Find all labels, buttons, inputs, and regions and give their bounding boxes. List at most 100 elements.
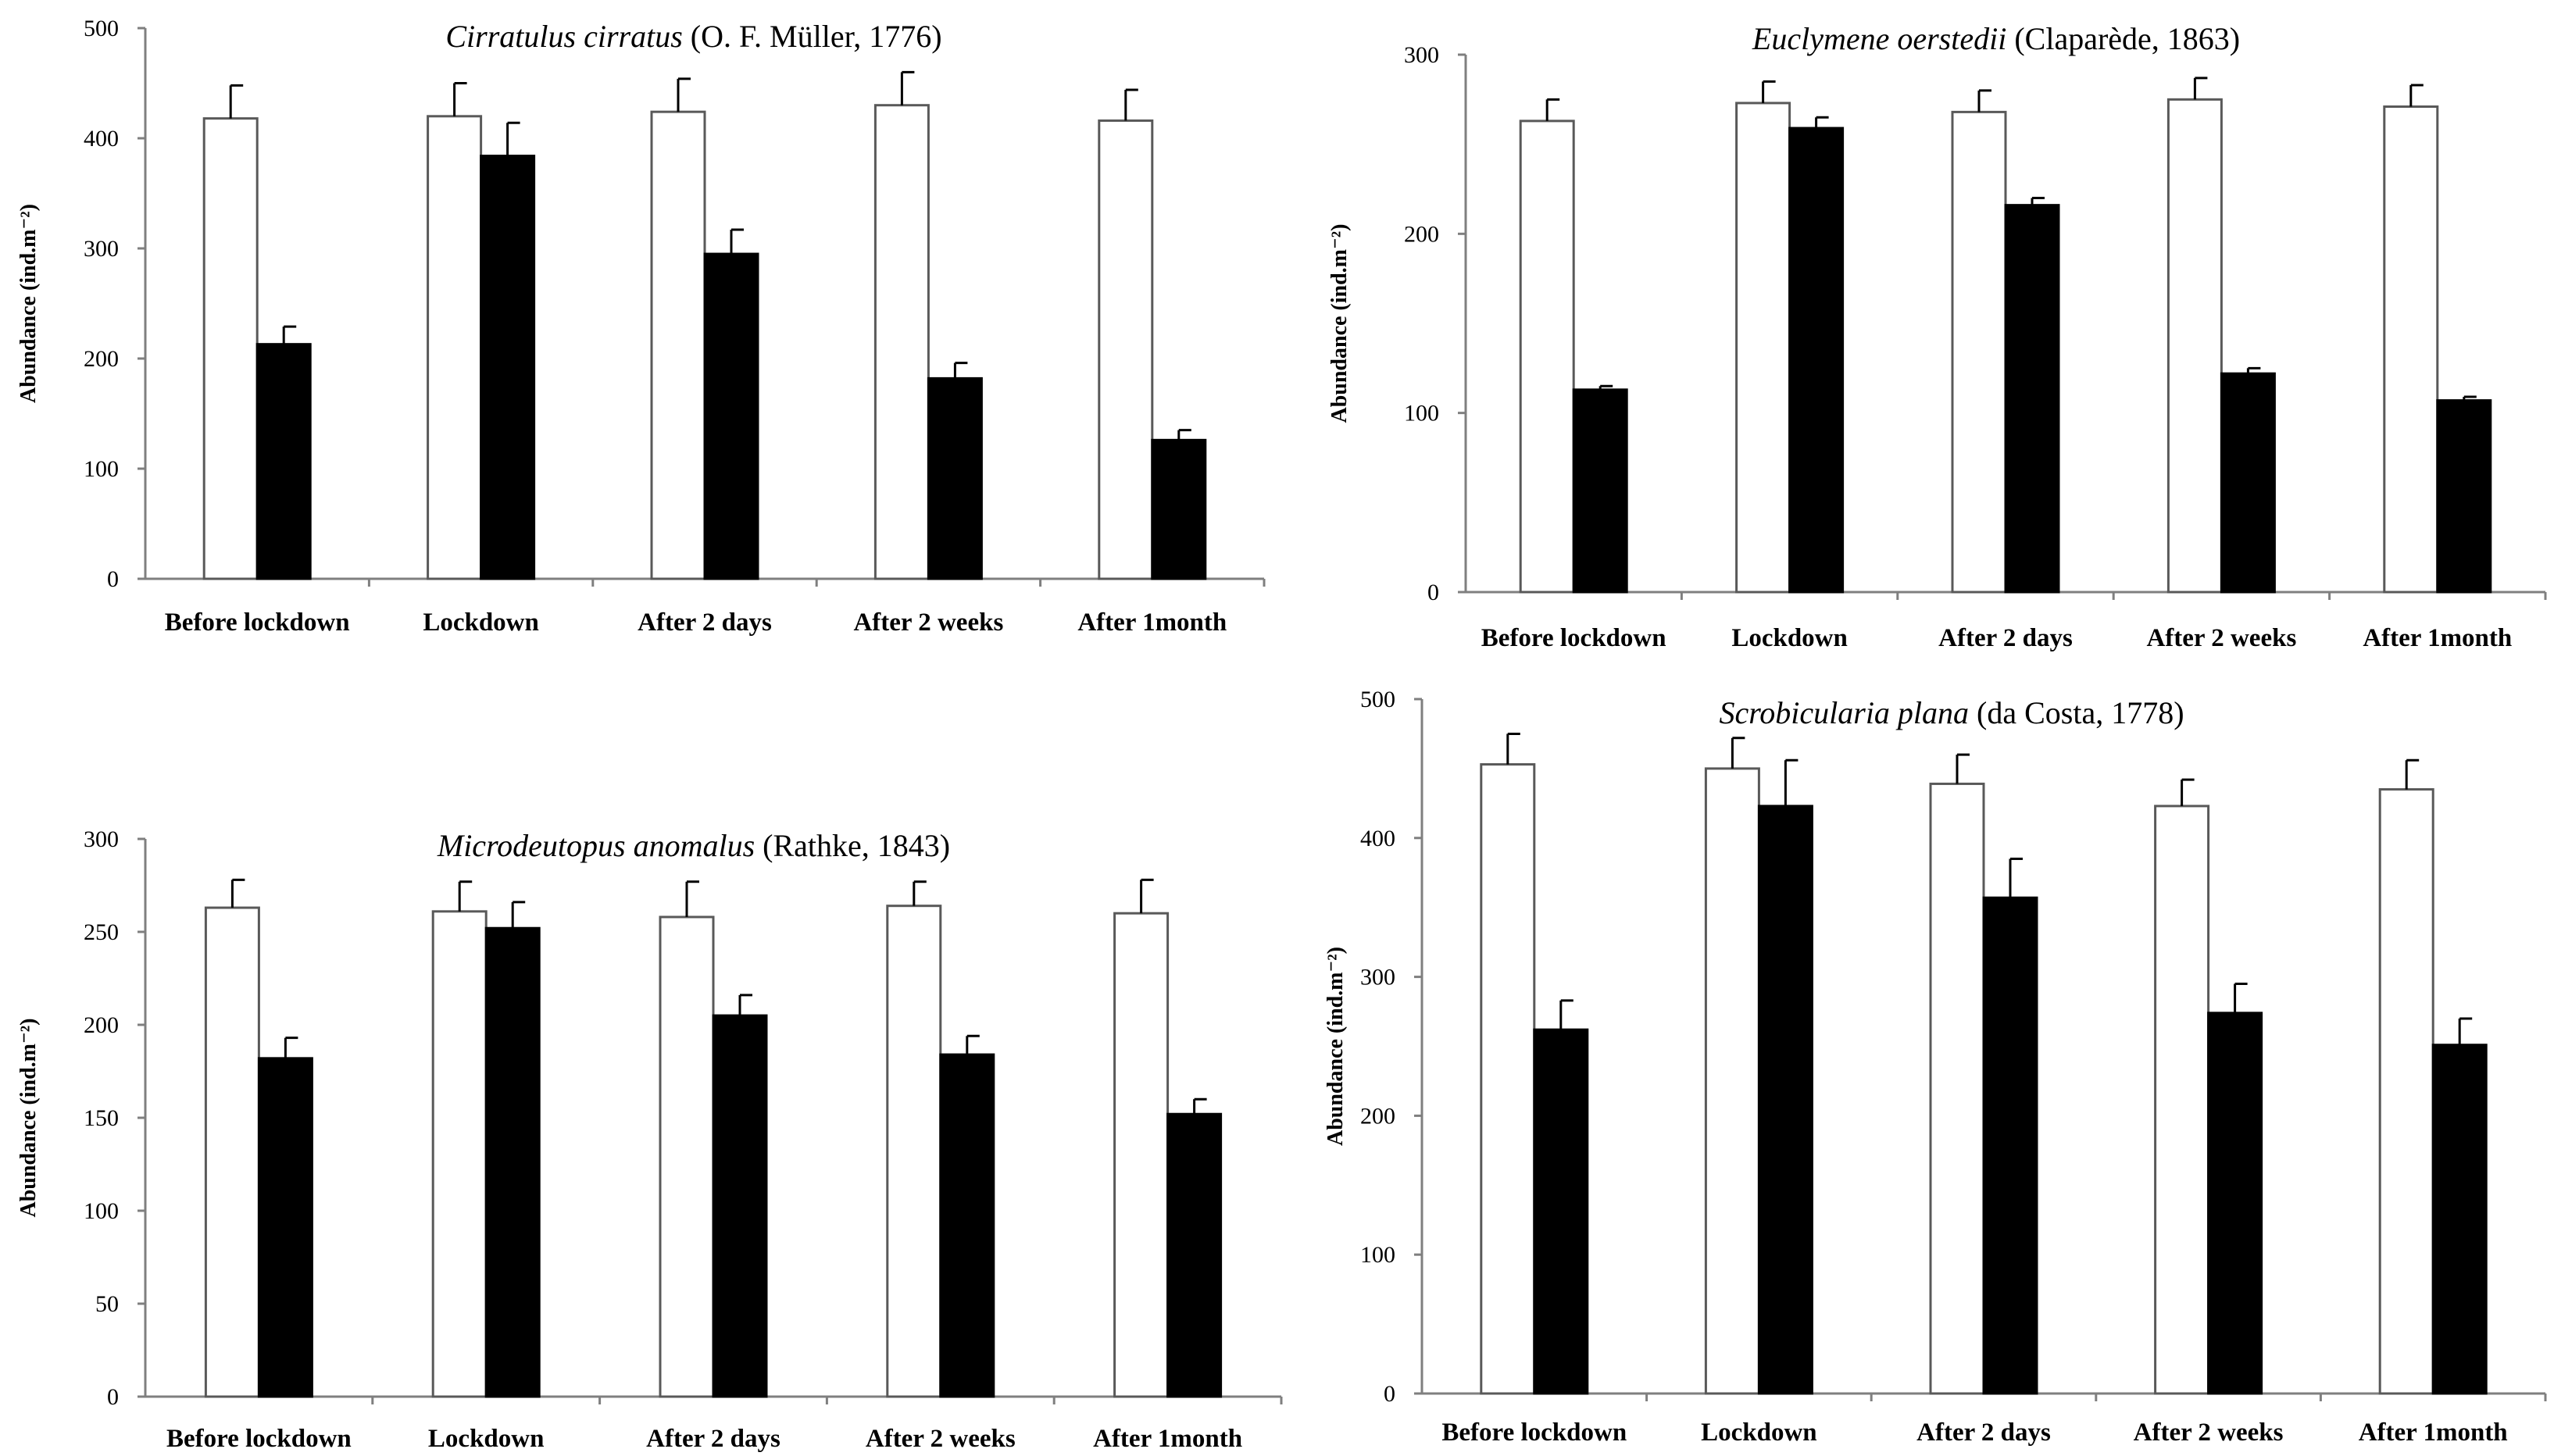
chart-title-authority: (O. F. Müller, 1776)	[683, 19, 942, 54]
black-bar	[1982, 896, 2038, 1395]
black-bar	[480, 155, 536, 580]
x-tick-label: After 1month	[1077, 608, 1227, 637]
black-bar	[1572, 388, 1628, 594]
black-bar	[2207, 1012, 2263, 1395]
black-bar	[1151, 438, 1207, 580]
x-tick-label: After 2 weeks	[866, 1425, 1016, 1453]
chart-title-authority: (Rathke, 1843)	[755, 828, 950, 863]
chart-title: Cirratulus cirratus (O. F. Müller, 1776)	[445, 19, 941, 54]
black-bar	[257, 1057, 313, 1398]
black-bar	[1166, 1112, 1223, 1398]
y-tick-label: 400	[84, 126, 119, 152]
black-bar	[2436, 399, 2492, 594]
black-bar	[712, 1014, 768, 1398]
white-bar	[427, 115, 483, 580]
x-tick-label: After 2 weeks	[2134, 1419, 2284, 1447]
x-tick-label: After 2 weeks	[853, 608, 1003, 637]
white-bar	[886, 905, 942, 1398]
y-axis-label: Abundance (ind.m⁻²)	[1323, 947, 1348, 1146]
white-bar	[204, 906, 260, 1398]
white-bar	[1098, 119, 1154, 580]
y-tick-label: 0	[107, 566, 119, 592]
white-bar	[1951, 110, 2007, 594]
x-tick-label: Before lockdown	[1481, 624, 1666, 652]
y-tick-label: 300	[1404, 42, 1439, 68]
black-bar	[1757, 805, 1813, 1395]
white-bar	[873, 104, 930, 580]
x-tick-label: Lockdown	[428, 1425, 545, 1453]
chart-panel-3: Microdeutopus anomalus (Rathke, 1843) Abu…	[16, 826, 1283, 1453]
x-tick-label: After 2 days	[646, 1425, 780, 1453]
x-tick-label: Lockdown	[1701, 1419, 1817, 1447]
white-bar	[2166, 98, 2223, 594]
black-bar	[703, 252, 759, 580]
white-bar	[431, 910, 488, 1398]
y-tick-label: 100	[1360, 1242, 1395, 1268]
y-tick-label: 500	[1360, 687, 1395, 712]
chart-title: Microdeutopus anomalus (Rathke, 1843)	[437, 828, 950, 863]
chart-panel-2: Euclymene oerstedii (Claparède, 1863) Abu…	[1327, 21, 2547, 652]
chart-title-authority: (da Costa, 1778)	[1969, 695, 2184, 730]
black-bar	[484, 926, 541, 1398]
chart-title-species: Microdeutopus anomalus	[437, 828, 755, 863]
white-bar	[1704, 767, 1760, 1395]
white-bar	[650, 110, 706, 580]
y-tick-label: 300	[84, 826, 119, 852]
x-tick-label: Lockdown	[423, 608, 539, 637]
y-axis-label: Abundance (ind.m⁻²)	[16, 1018, 41, 1217]
black-bar	[2004, 204, 2060, 594]
white-bar	[1929, 782, 1985, 1395]
y-tick-label: 100	[1404, 401, 1439, 426]
white-bar	[1480, 763, 1536, 1395]
y-tick-label: 0	[1427, 580, 1439, 605]
y-tick-label: 200	[84, 346, 119, 372]
y-tick-label: 0	[107, 1384, 119, 1410]
y-tick-label: 200	[84, 1012, 119, 1038]
y-tick-label: 200	[1404, 221, 1439, 247]
white-bar	[1113, 912, 1170, 1398]
black-bar	[939, 1053, 995, 1398]
black-bar	[2220, 372, 2276, 594]
black-bar	[927, 376, 983, 580]
white-bar	[2378, 788, 2434, 1395]
y-tick-label: 500	[84, 16, 119, 41]
x-tick-label: After 2 days	[1916, 1419, 2051, 1447]
x-tick-label: Before lockdown	[166, 1425, 352, 1453]
black-bar	[1788, 127, 1845, 594]
white-bar	[2383, 105, 2439, 594]
white-bar	[1735, 102, 1791, 594]
y-tick-label: 400	[1360, 826, 1395, 851]
y-tick-label: 0	[1384, 1381, 1395, 1407]
chart-title-species: Scrobicularia plana	[1719, 695, 1969, 730]
white-bar	[1519, 120, 1575, 594]
chart-title-authority: (Claparède, 1863)	[2006, 21, 2240, 56]
x-tick-label: After 1month	[2359, 1419, 2508, 1447]
black-bar	[2431, 1044, 2488, 1395]
white-bar	[2154, 805, 2210, 1395]
black-bar	[255, 343, 312, 580]
y-axis-label: Abundance (ind.m⁻²)	[16, 204, 41, 403]
y-tick-label: 300	[1360, 965, 1395, 990]
chart-title-species: Euclymene oerstedii	[1752, 21, 2006, 56]
white-bar	[202, 117, 259, 580]
x-tick-label: After 1month	[1093, 1425, 1242, 1453]
x-tick-label: Lockdown	[1731, 624, 1848, 652]
chart-panel-4: Scrobicularia plana (da Costa, 1778) Abun…	[1323, 687, 2547, 1447]
y-tick-label: 250	[84, 919, 119, 945]
x-tick-label: Before lockdown	[1441, 1419, 1627, 1447]
y-axis-label: Abundance (ind.m⁻²)	[1327, 223, 1352, 423]
black-bar	[1533, 1028, 1589, 1395]
y-tick-label: 150	[84, 1105, 119, 1131]
x-tick-label: After 1month	[2363, 624, 2512, 652]
y-tick-label: 200	[1360, 1103, 1395, 1129]
chart-panel-1: Cirratulus cirratus (O. F. Müller, 1776)…	[16, 16, 1266, 637]
y-tick-label: 100	[84, 1198, 119, 1224]
x-tick-label: After 2 days	[1938, 624, 2073, 652]
chart-title: Euclymene oerstedii (Claparède, 1863)	[1752, 21, 2240, 56]
y-tick-label: 100	[84, 456, 119, 482]
x-tick-label: After 2 days	[638, 608, 772, 637]
y-tick-label: 50	[95, 1291, 119, 1317]
chart-title: Scrobicularia plana (da Costa, 1778)	[1719, 695, 2184, 730]
white-bar	[659, 915, 715, 1398]
